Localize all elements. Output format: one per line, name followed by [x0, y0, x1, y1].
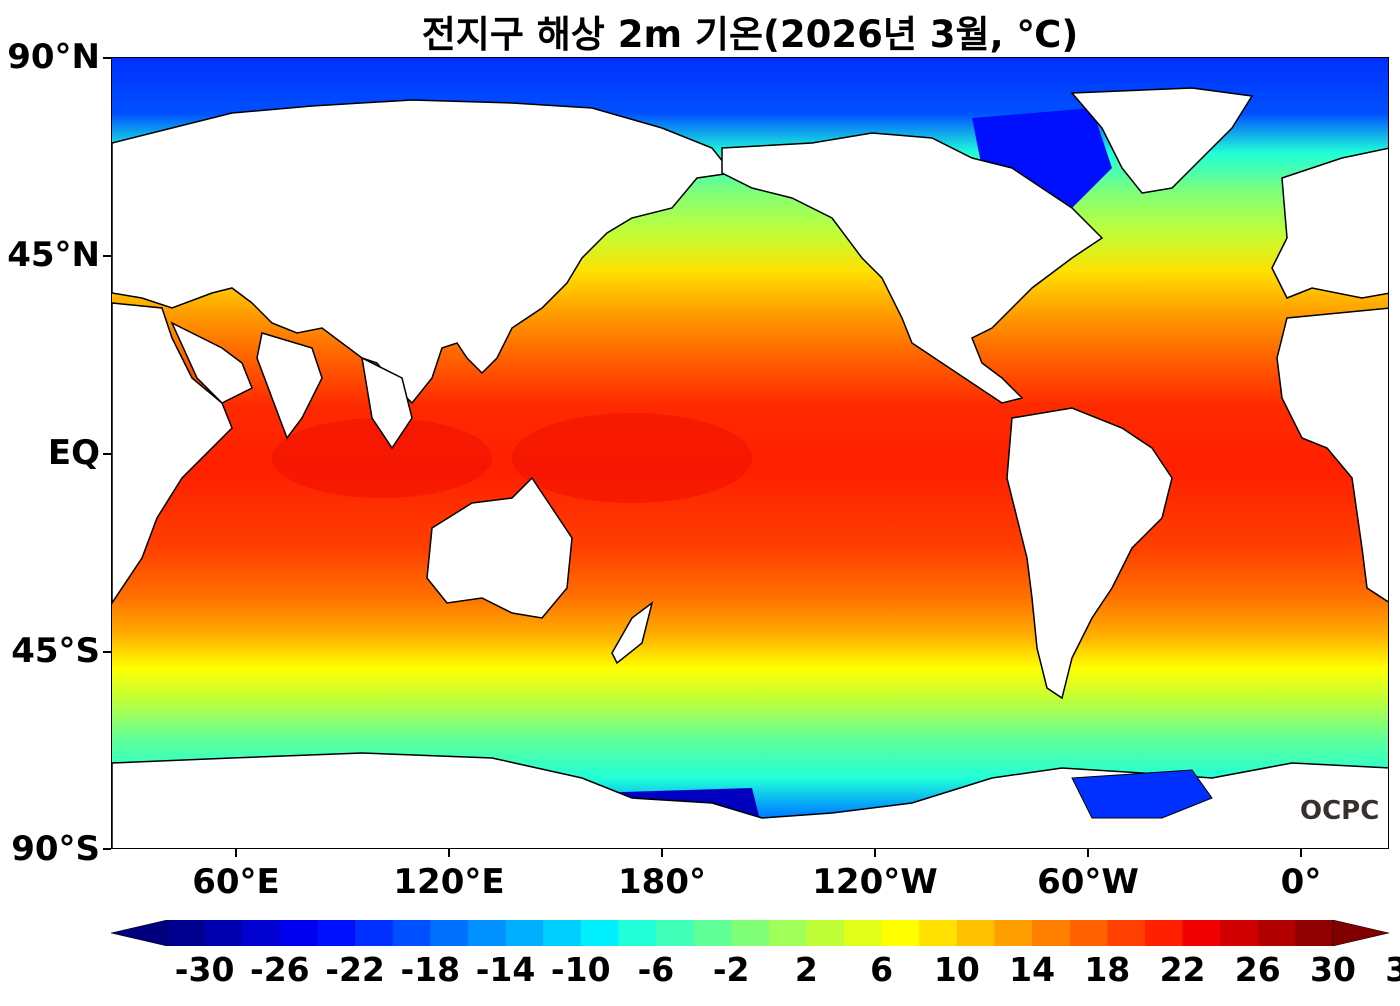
arabia-land [170, 321, 253, 404]
ocpc-logo: OCPC [1300, 796, 1380, 826]
colorbar-segment [279, 920, 318, 946]
europe-land [1271, 147, 1388, 299]
lat-label-90n: 90°N [7, 37, 100, 77]
southeast-asia-land [361, 356, 413, 450]
lon-label-120e: 120°E [393, 862, 505, 902]
colorbar-segment [1295, 920, 1334, 946]
indian-ocean-warm-pool [272, 418, 492, 498]
colorbar-segment [392, 920, 431, 946]
colorbar-segment [1182, 920, 1221, 946]
colorbar-min-arrow [111, 920, 168, 946]
lat-tick [103, 57, 111, 59]
new-zealand-land [611, 601, 654, 665]
colorbar-segment [1032, 920, 1071, 946]
lat-tick [103, 453, 111, 455]
colorbar-tick-label: 2 [794, 950, 818, 989]
colorbar-segment [618, 920, 657, 946]
colorbar-tick-label: 14 [1009, 950, 1056, 989]
south-america-land [1006, 407, 1173, 700]
lon-tick [1087, 849, 1089, 857]
lon-tick [661, 849, 663, 857]
colorbar-segment [994, 920, 1033, 946]
colorbar-segment [956, 920, 995, 946]
greenland-land [1070, 87, 1254, 194]
land-masses [112, 87, 1388, 848]
colorbar-segment [580, 920, 619, 946]
colorbar-segment [1069, 920, 1108, 946]
colorbar-tick-label: -26 [250, 950, 310, 989]
colorbar-segment [543, 920, 582, 946]
colorbar-segment [1144, 920, 1184, 946]
colorbar-tick-label: -10 [550, 950, 611, 989]
map-canvas [112, 58, 1388, 848]
colorbar-tick-label: 26 [1234, 950, 1281, 989]
colorbar-tick-label: -30 [174, 950, 235, 989]
colorbar-tick-label: -22 [325, 950, 385, 989]
lon-label-180: 180° [618, 862, 706, 902]
colorbar-segment [1257, 920, 1296, 946]
colorbar-segment [467, 920, 507, 946]
colorbar-segment [242, 920, 281, 946]
lon-tick [235, 849, 237, 857]
colorbar-segment [505, 920, 544, 946]
lon-tick [874, 849, 876, 857]
colorbar-tick-label: -2 [712, 950, 750, 989]
colorbar-segment [806, 920, 845, 946]
colorbar [111, 920, 1389, 946]
colorbar-segment [355, 920, 394, 946]
colorbar-segment [844, 920, 883, 946]
map-title: 전지구 해상 2m 기온(2026년 3월, ℃) [421, 13, 1079, 56]
colorbar-tick-label: 6 [870, 950, 894, 989]
colorbar-max-arrow [1332, 920, 1389, 946]
colorbar-tick-label: -18 [400, 950, 461, 989]
colorbar-segment [317, 920, 356, 946]
africa-land [112, 302, 233, 605]
weddell-sea-cold [1071, 769, 1213, 819]
colorbar-segment [430, 920, 469, 946]
colorbar-segment [655, 920, 695, 946]
lon-tick [448, 849, 450, 857]
antarctica-land [112, 752, 1388, 848]
lat-tick [103, 848, 111, 850]
lon-label-0: 0° [1280, 862, 1322, 902]
lat-tick [103, 651, 111, 653]
colorbar-tick-label: -6 [637, 950, 675, 989]
eurasia-land [112, 99, 734, 405]
colorbar-segment [204, 920, 243, 946]
colorbar-segment [731, 920, 770, 946]
colorbar-tick-label: 30 [1310, 950, 1356, 989]
lon-label-60w: 60°W [1037, 862, 1139, 902]
colorbar-segment [919, 920, 958, 946]
australia-land [426, 476, 573, 619]
colorbar-tick-label: 22 [1159, 950, 1206, 989]
colorbar-segment [768, 920, 807, 946]
lat-tick [103, 255, 111, 257]
india-land [256, 332, 323, 440]
lat-label-eq: EQ [47, 433, 100, 473]
lat-label-45n: 45°N [7, 235, 100, 275]
lon-label-60e: 60°E [192, 862, 280, 902]
colorbar-tick-label: 10 [933, 950, 980, 989]
colorbar-segment [1107, 920, 1146, 946]
colorbar-tick-label: -14 [475, 950, 536, 989]
colorbar-segment [693, 920, 732, 946]
lat-label-90s: 90°S [11, 829, 100, 869]
colorbar-segment [881, 920, 920, 946]
colorbar-segment [1220, 920, 1259, 946]
west-pacific-warm-pool [512, 413, 752, 503]
lat-label-45s: 45°S [11, 631, 100, 671]
colorbar-tick-label: 34 [1385, 950, 1400, 989]
north-america-land [721, 132, 1104, 404]
colorbar-segment [167, 920, 206, 946]
west-africa-land [1276, 307, 1388, 603]
lon-tick [1300, 849, 1302, 857]
temperature-map [111, 57, 1389, 849]
colorbar-tick-label: 18 [1084, 950, 1131, 989]
lon-label-120w: 120°W [812, 862, 938, 902]
